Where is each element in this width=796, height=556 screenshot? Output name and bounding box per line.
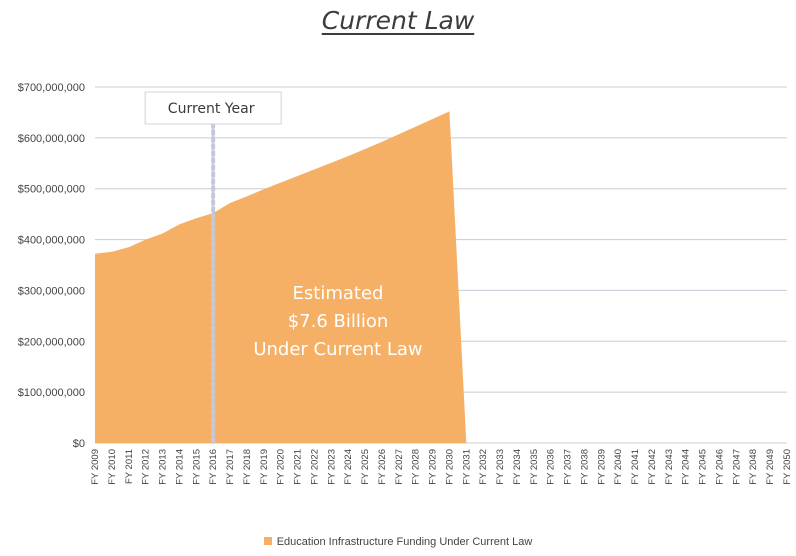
x-tick-label: FY 2031 [461, 449, 472, 485]
area-annotation-line: Under Current Law [253, 339, 422, 360]
current-year-label: Current Year [168, 101, 255, 117]
x-tick-label: FY 2012 [141, 449, 152, 485]
legend-swatch [263, 537, 272, 545]
x-tick-label: FY 2049 [765, 449, 776, 485]
x-tick-label: FY 2047 [731, 449, 742, 485]
x-tick-label: FY 2022 [309, 449, 320, 485]
x-tick-label: FY 2013 [158, 449, 169, 485]
x-tick-label: FY 2044 [681, 449, 692, 485]
x-tick-label: FY 2045 [698, 449, 709, 485]
x-tick-label: FY 2035 [529, 449, 540, 485]
x-tick-label: FY 2046 [714, 449, 725, 485]
x-tick-label: FY 2037 [563, 449, 574, 485]
current-year-marker: Current Year [144, 91, 282, 445]
y-tick-label: $400,000,000 [18, 235, 85, 247]
area-annotation: Estimated $7.6 Billion Under Current Law [253, 283, 422, 360]
x-tick-label: FY 2027 [394, 449, 405, 485]
x-tick-label: FY 2014 [174, 449, 185, 485]
y-axis: $0 $100,000,000 $200,000,000 $300,000,000 $4… [18, 82, 85, 450]
x-tick-label: FY 2034 [512, 449, 523, 485]
x-tick-label: FY 2050 [782, 449, 793, 485]
x-tick-label: FY 2017 [225, 449, 236, 485]
x-tick-label: FY 2011 [124, 449, 135, 484]
x-tick-label: FY 2024 [343, 449, 354, 485]
y-tick-label: $600,000,000 [18, 133, 85, 145]
x-tick-label: FY 2030 [444, 449, 455, 485]
x-tick-label: FY 2023 [326, 449, 337, 485]
x-tick-label: FY 2036 [546, 449, 557, 485]
x-tick-label: FY 2015 [191, 449, 202, 485]
y-tick-label: $500,000,000 [18, 184, 85, 196]
x-tick-label: FY 2048 [748, 449, 759, 485]
x-tick-label: FY 2019 [259, 449, 270, 485]
y-tick-label: $200,000,000 [18, 336, 85, 348]
x-tick-label: FY 2039 [596, 449, 607, 485]
y-tick-label: $700,000,000 [18, 82, 85, 94]
legend-label: Education Infrastructure Funding Under C… [276, 536, 533, 548]
x-tick-label: FY 2026 [377, 449, 388, 485]
x-tick-label: FY 2021 [293, 449, 304, 485]
current-year-box [144, 91, 282, 125]
area-annotation-line: $7.6 Billion [288, 311, 389, 332]
chart-title: Current Law [321, 6, 475, 35]
x-tick-label: FY 2018 [242, 449, 253, 485]
series-area-education-infrastructure-funding [95, 111, 467, 443]
x-tick-label: FY 2028 [411, 449, 422, 485]
x-tick-label: FY 2020 [276, 449, 287, 485]
y-tick-label: $300,000,000 [18, 285, 85, 297]
x-tick-label: FY 2038 [579, 449, 590, 485]
y-tick-label: $100,000,000 [18, 387, 85, 399]
x-tick-label: FY 2025 [360, 449, 371, 485]
x-tick-label: FY 2032 [478, 449, 489, 485]
x-tick-label: FY 2010 [107, 449, 118, 485]
area-annotation-line: Estimated [293, 283, 384, 304]
x-tick-label: FY 2042 [647, 449, 658, 485]
x-tick-label: FY 2029 [428, 449, 439, 485]
x-tick-label: FY 2016 [208, 449, 219, 485]
x-axis: FY 2009 FY 2010 FY 2011 FY 2012 FY 2013 FY 20… [90, 449, 793, 485]
x-tick-label: FY 2040 [613, 449, 624, 485]
x-tick-label: FY 2043 [664, 449, 675, 485]
y-tick-label: $0 [73, 438, 85, 450]
x-tick-label: FY 2041 [630, 449, 641, 485]
legend: Education Infrastructure Funding Under C… [0, 536, 796, 548]
x-tick-label: FY 2009 [90, 449, 101, 485]
x-tick-label: FY 2033 [495, 449, 506, 485]
